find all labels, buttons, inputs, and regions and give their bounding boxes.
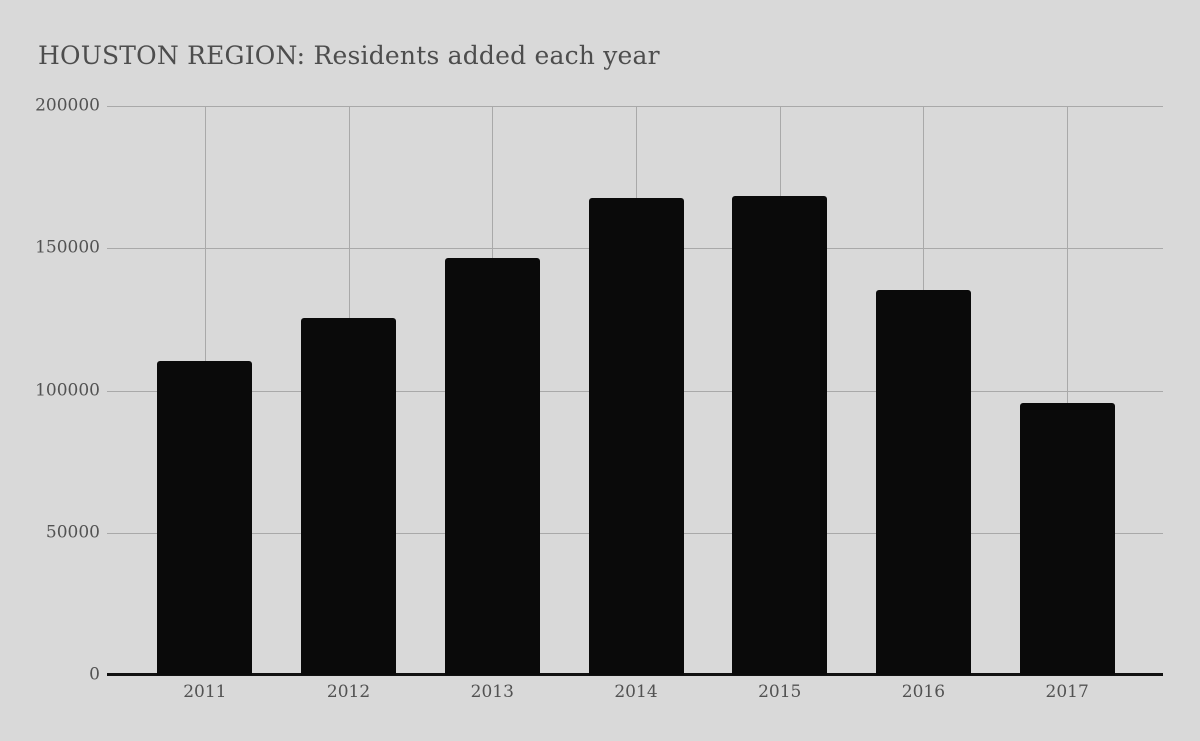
bar-2011 bbox=[157, 360, 253, 675]
bar-2012 bbox=[301, 317, 397, 675]
chart-title: HOUSTON REGION: Residents added each yea… bbox=[38, 41, 660, 70]
x-tick-label-2013: 2013 bbox=[470, 682, 514, 702]
x-tick-label-2011: 2011 bbox=[183, 682, 227, 702]
bar-2014 bbox=[588, 198, 684, 675]
bar-2015 bbox=[732, 195, 828, 675]
y-tick-label-150000: 150000 bbox=[35, 237, 100, 258]
gridline-y-200000 bbox=[107, 106, 1163, 107]
y-tick-label-200000: 200000 bbox=[35, 95, 100, 116]
plot-area bbox=[107, 106, 1163, 676]
bar-2016 bbox=[875, 289, 971, 675]
bar-2017 bbox=[1019, 403, 1115, 675]
x-tick-label-2016: 2016 bbox=[901, 682, 946, 702]
y-tick-label-0: 0 bbox=[89, 664, 100, 685]
x-tick-label-2012: 2012 bbox=[326, 682, 371, 702]
y-tick-label-50000: 50000 bbox=[45, 522, 100, 543]
bar-2013 bbox=[444, 258, 540, 675]
x-tick-label-2017: 2017 bbox=[1045, 682, 1089, 702]
x-tick-label-2014: 2014 bbox=[614, 682, 658, 702]
x-tick-label-2015: 2015 bbox=[758, 682, 802, 702]
gridline-x-2017 bbox=[1067, 106, 1069, 675]
y-tick-label-100000: 100000 bbox=[35, 380, 100, 400]
